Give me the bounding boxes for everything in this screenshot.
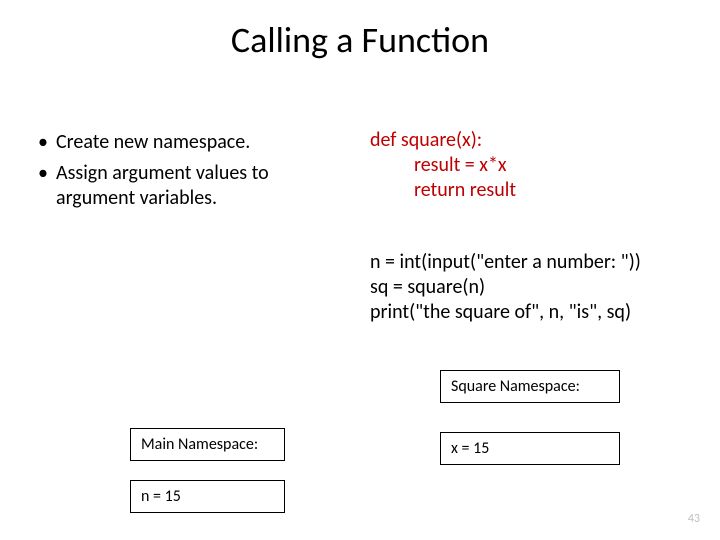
main-namespace-var-box: n = 15 [130,480,285,513]
code-line: return result [370,178,690,203]
code-main-block: n = int(input("enter a number: ")) sq = … [370,250,710,325]
code-line: print("the square of", n, "is", sq) [370,300,710,325]
code-line: sq = square(n) [370,275,710,300]
bullet-item: • Assign argument values to argument var… [38,161,338,211]
code-line: def square(x): [370,128,690,153]
slide-title: Calling a Function [0,18,720,62]
bullet-marker: • [38,161,56,211]
bullet-list: • Create new namespace. • Assign argumen… [38,130,338,217]
code-line: n = int(input("enter a number: ")) [370,250,710,275]
bullet-item: • Create new namespace. [38,130,338,155]
bullet-marker: • [38,130,56,155]
page-number: 43 [688,512,700,526]
bullet-text: Assign argument values to argument varia… [56,161,338,211]
code-definition-block: def square(x): result = x*x return resul… [370,128,690,203]
code-line: result = x*x [370,153,690,178]
square-namespace-var-box: x = 15 [440,432,620,465]
main-namespace-title-box: Main Namespace: [130,428,285,461]
bullet-text: Create new namespace. [56,130,250,155]
slide: Calling a Function • Create new namespac… [0,0,720,540]
square-namespace-title-box: Square Namespace: [440,370,620,403]
